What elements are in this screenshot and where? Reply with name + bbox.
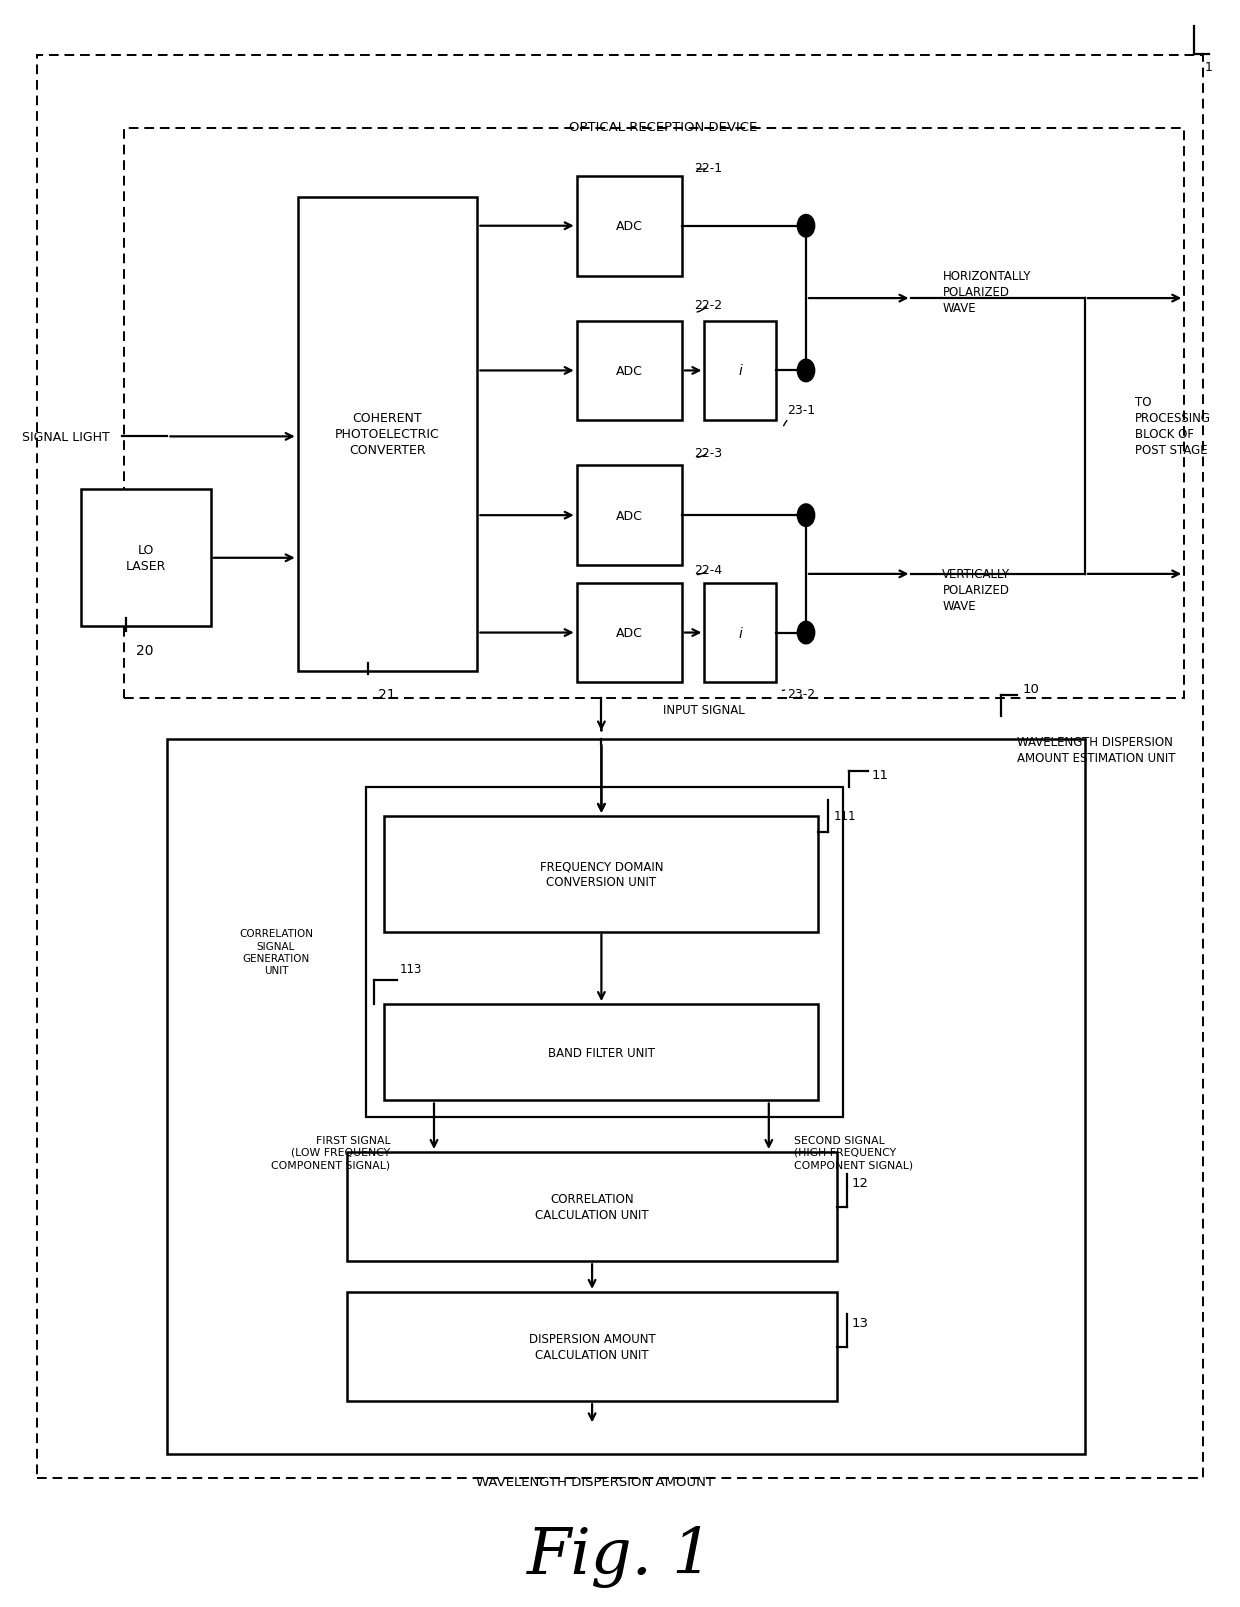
Text: 11: 11 <box>872 768 889 781</box>
Text: INPUT SIGNAL: INPUT SIGNAL <box>663 704 745 717</box>
Bar <box>366 787 843 1117</box>
Bar <box>577 321 682 421</box>
Bar <box>347 1292 837 1401</box>
Bar <box>577 583 682 683</box>
Bar <box>704 583 776 683</box>
Text: 21: 21 <box>378 688 396 701</box>
Bar <box>704 321 776 421</box>
Bar <box>124 129 1184 699</box>
Circle shape <box>797 622 815 644</box>
Text: FIRST SIGNAL
(LOW FREQUENCY
COMPONENT SIGNAL): FIRST SIGNAL (LOW FREQUENCY COMPONENT SI… <box>272 1135 391 1170</box>
Bar <box>384 816 818 932</box>
Text: TO
PROCESSING
BLOCK OF
POST STAGE: TO PROCESSING BLOCK OF POST STAGE <box>1135 395 1210 456</box>
Bar <box>192 787 360 1117</box>
Bar <box>81 490 211 627</box>
Text: Fig. 1: Fig. 1 <box>527 1525 713 1586</box>
Text: ADC: ADC <box>616 365 642 378</box>
Text: i: i <box>738 365 743 378</box>
Text: 22-1: 22-1 <box>694 162 723 175</box>
Circle shape <box>797 215 815 238</box>
Text: ADC: ADC <box>616 220 642 233</box>
Circle shape <box>797 505 815 527</box>
Circle shape <box>797 360 815 382</box>
Bar <box>167 739 1085 1454</box>
Text: BAND FILTER UNIT: BAND FILTER UNIT <box>548 1046 655 1059</box>
Text: 13: 13 <box>852 1316 869 1329</box>
Bar <box>384 1004 818 1101</box>
Text: VERTICALLY
POLARIZED
WAVE: VERTICALLY POLARIZED WAVE <box>942 567 1011 612</box>
Text: LO
LASER: LO LASER <box>125 543 166 574</box>
Text: HORIZONTALLY
POLARIZED
WAVE: HORIZONTALLY POLARIZED WAVE <box>942 270 1030 315</box>
Text: 23-2: 23-2 <box>782 688 816 701</box>
Text: 113: 113 <box>399 963 422 975</box>
Text: WAVELENGTH DISPERSION AMOUNT: WAVELENGTH DISPERSION AMOUNT <box>476 1475 714 1488</box>
Text: 20: 20 <box>136 644 154 657</box>
Text: WAVELENGTH DISPERSION
AMOUNT ESTIMATION UNIT: WAVELENGTH DISPERSION AMOUNT ESTIMATION … <box>1017 736 1176 765</box>
Bar <box>577 466 682 566</box>
Text: i: i <box>738 627 743 640</box>
Text: 111: 111 <box>833 810 856 823</box>
Bar <box>347 1152 837 1261</box>
Text: 22-3: 22-3 <box>694 447 723 460</box>
Text: FREQUENCY DOMAIN
CONVERSION UNIT: FREQUENCY DOMAIN CONVERSION UNIT <box>539 860 663 889</box>
Text: 22-4: 22-4 <box>694 564 723 577</box>
Text: ADC: ADC <box>616 627 642 640</box>
Text: 10: 10 <box>1023 683 1040 696</box>
Bar <box>298 198 477 672</box>
Text: SIGNAL LIGHT: SIGNAL LIGHT <box>22 431 110 444</box>
Text: CORRELATION
SIGNAL
GENERATION
UNIT: CORRELATION SIGNAL GENERATION UNIT <box>239 929 312 975</box>
Text: COHERENT
PHOTOELECTRIC
CONVERTER: COHERENT PHOTOELECTRIC CONVERTER <box>335 413 440 456</box>
Text: 22-2: 22-2 <box>694 299 723 313</box>
Text: ADC: ADC <box>616 509 642 522</box>
Bar <box>577 177 682 276</box>
Text: 12: 12 <box>852 1176 869 1189</box>
Text: DISPERSION AMOUNT
CALCULATION UNIT: DISPERSION AMOUNT CALCULATION UNIT <box>528 1332 656 1361</box>
Bar <box>37 56 1203 1478</box>
Text: 23-1: 23-1 <box>784 403 816 426</box>
Text: OPTICAL RECEPTION DEVICE: OPTICAL RECEPTION DEVICE <box>569 121 758 133</box>
Text: SECOND SIGNAL
(HIGH FREQUENCY
COMPONENT SIGNAL): SECOND SIGNAL (HIGH FREQUENCY COMPONENT … <box>794 1135 913 1170</box>
Text: 1: 1 <box>1205 61 1213 74</box>
Text: CORRELATION
CALCULATION UNIT: CORRELATION CALCULATION UNIT <box>536 1192 649 1221</box>
